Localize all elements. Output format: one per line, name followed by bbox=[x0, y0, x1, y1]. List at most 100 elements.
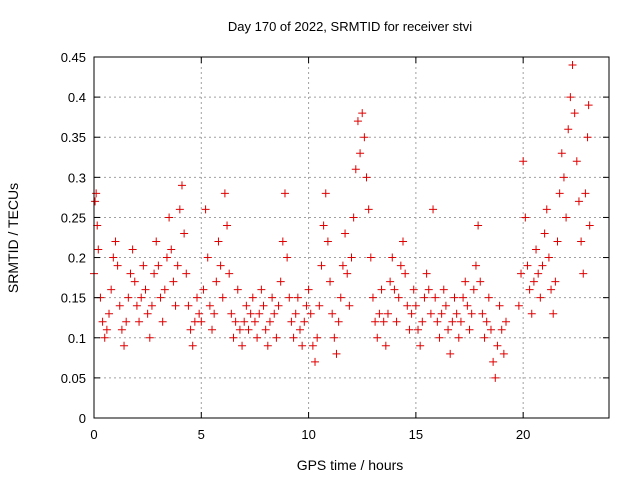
data-point bbox=[248, 293, 257, 302]
y-tick-label: 0.4 bbox=[68, 90, 86, 105]
data-point bbox=[92, 189, 101, 198]
data-point bbox=[371, 317, 380, 326]
data-point bbox=[287, 317, 296, 326]
data-point bbox=[538, 261, 547, 270]
data-point bbox=[212, 277, 221, 286]
data-point bbox=[574, 197, 583, 206]
data-point bbox=[544, 253, 553, 262]
data-point bbox=[557, 149, 566, 158]
data-point bbox=[392, 317, 401, 326]
data-point bbox=[175, 205, 184, 214]
data-point bbox=[246, 309, 255, 318]
y-tick-label: 0.2 bbox=[68, 251, 86, 266]
data-point bbox=[547, 285, 556, 294]
data-point bbox=[448, 317, 457, 326]
axis-ticks: 0 0.05 0.1 0.15 0.2 0.25 0.3 0.35 0.4 0.45 0 5 10 15 2… bbox=[61, 50, 609, 442]
data-point bbox=[315, 301, 324, 310]
data-point bbox=[396, 261, 405, 270]
data-point bbox=[128, 245, 137, 254]
data-point bbox=[317, 261, 326, 270]
data-point bbox=[274, 301, 283, 310]
data-point bbox=[177, 181, 186, 190]
data-point bbox=[113, 261, 122, 270]
data-point bbox=[373, 333, 382, 342]
data-point bbox=[94, 245, 103, 254]
data-point bbox=[426, 309, 435, 318]
data-point bbox=[135, 317, 144, 326]
data-point bbox=[379, 317, 388, 326]
data-series bbox=[90, 61, 594, 382]
data-point bbox=[319, 221, 328, 230]
data-point bbox=[298, 341, 307, 350]
data-point bbox=[205, 301, 214, 310]
data-point bbox=[259, 301, 268, 310]
data-point bbox=[491, 373, 500, 382]
data-point bbox=[169, 277, 178, 286]
data-point bbox=[568, 61, 577, 70]
data-point bbox=[265, 317, 274, 326]
data-point bbox=[235, 325, 244, 334]
data-point bbox=[542, 205, 551, 214]
data-point bbox=[231, 317, 240, 326]
data-point bbox=[285, 293, 294, 302]
data-point bbox=[407, 309, 416, 318]
data-point bbox=[336, 293, 345, 302]
data-point bbox=[137, 293, 146, 302]
data-point bbox=[214, 237, 223, 246]
data-point bbox=[414, 325, 423, 334]
data-point bbox=[454, 333, 463, 342]
data-point bbox=[570, 109, 579, 118]
data-point bbox=[278, 237, 287, 246]
data-point bbox=[390, 285, 399, 294]
data-point bbox=[229, 333, 238, 342]
data-point bbox=[328, 309, 337, 318]
data-point bbox=[255, 309, 264, 318]
data-point bbox=[347, 253, 356, 262]
data-point bbox=[93, 221, 102, 230]
grid bbox=[94, 57, 609, 418]
data-point bbox=[502, 317, 510, 326]
data-point bbox=[268, 293, 277, 302]
data-point bbox=[147, 301, 156, 310]
data-point bbox=[514, 301, 523, 310]
data-point bbox=[242, 301, 251, 310]
data-point bbox=[345, 301, 354, 310]
data-point bbox=[334, 317, 343, 326]
data-point bbox=[253, 333, 262, 342]
data-point bbox=[216, 261, 225, 270]
x-tick-label: 0 bbox=[90, 427, 97, 442]
data-point bbox=[296, 325, 304, 334]
data-point bbox=[444, 325, 453, 334]
data-point bbox=[240, 317, 249, 326]
data-point bbox=[201, 205, 210, 214]
data-point bbox=[572, 157, 581, 166]
data-point bbox=[188, 341, 197, 350]
data-point bbox=[362, 173, 371, 182]
data-point bbox=[338, 261, 347, 270]
data-point bbox=[450, 293, 459, 302]
data-point bbox=[409, 285, 418, 294]
data-point bbox=[107, 285, 116, 294]
data-point bbox=[111, 237, 120, 246]
y-tick-label: 0.05 bbox=[61, 371, 86, 386]
data-point bbox=[532, 245, 541, 254]
data-point bbox=[394, 293, 403, 302]
data-point bbox=[291, 309, 300, 318]
data-point bbox=[439, 285, 448, 294]
data-point bbox=[341, 229, 350, 238]
data-point bbox=[476, 277, 485, 286]
data-point bbox=[233, 285, 242, 294]
data-point bbox=[403, 301, 412, 310]
data-point bbox=[577, 237, 586, 246]
data-point bbox=[270, 309, 279, 318]
data-point bbox=[364, 205, 373, 214]
data-point bbox=[150, 269, 159, 278]
data-point bbox=[313, 333, 322, 342]
data-point bbox=[497, 325, 506, 334]
data-point bbox=[559, 173, 568, 182]
data-point bbox=[495, 301, 504, 310]
data-point bbox=[405, 325, 414, 334]
data-point bbox=[272, 333, 281, 342]
data-point bbox=[154, 261, 163, 270]
data-point bbox=[467, 309, 476, 318]
